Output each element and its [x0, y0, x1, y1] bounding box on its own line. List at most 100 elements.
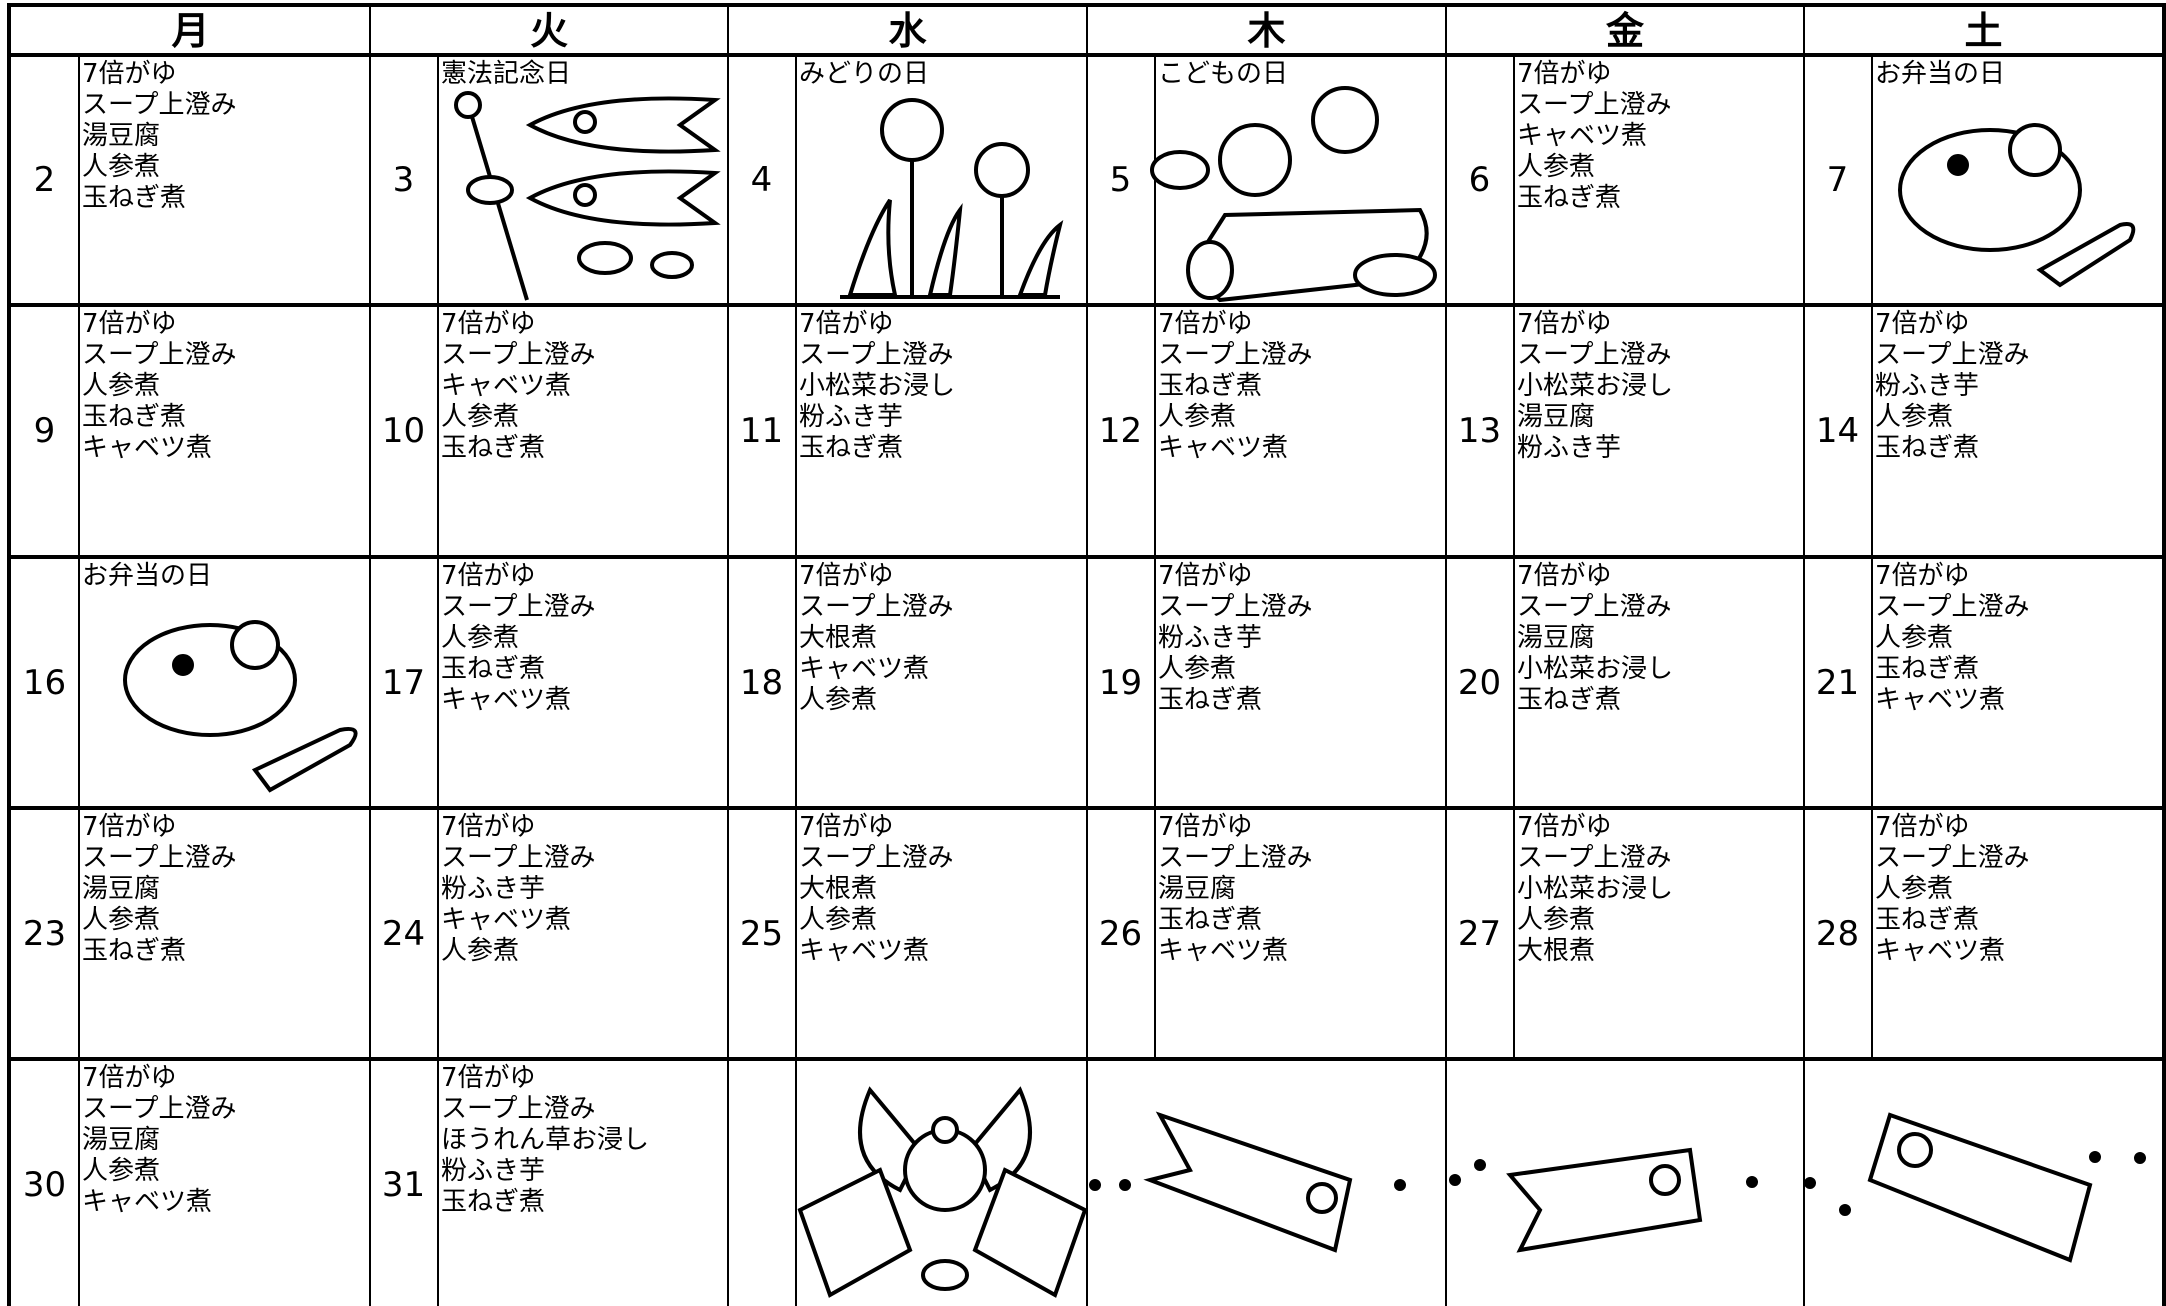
- menu-item: 粉ふき芋: [799, 402, 904, 432]
- menu-item: スープ上澄み: [82, 843, 237, 873]
- menu-item: スープ上澄み: [441, 592, 596, 622]
- menu-item: 湯豆腐: [82, 1125, 161, 1155]
- menu-item: 7倍がゆ: [441, 309, 536, 339]
- menu-item: 7倍がゆ: [1517, 561, 1612, 591]
- day-cell: 25 7倍がゆ スープ上澄み 大根煮 人参煮 キャベツ煮: [728, 810, 1087, 1057]
- menu-item: キャベツ煮: [82, 433, 213, 463]
- day-cell: 20 7倍がゆ スープ上澄み 湯豆腐 小松菜お浸し 玉ねぎ煮: [1446, 559, 1804, 806]
- day-cell: 4 みどりの日: [728, 57, 1087, 303]
- weekday-header: 月: [171, 9, 210, 53]
- menu-item: 7倍がゆ: [441, 1063, 536, 1093]
- menu-list: 7倍がゆ スープ上澄み 湯豆腐 人参煮 玉ねぎ煮: [82, 59, 236, 214]
- day-cell: 14 7倍がゆ スープ上澄み 粉ふき芋 人参煮 玉ねぎ煮: [1804, 307, 2163, 555]
- day-cell: 13 7倍がゆ スープ上澄み 小松菜お浸し 湯豆腐 粉ふき芋: [1446, 307, 1804, 555]
- menu-item: スープ上澄み: [1875, 843, 2030, 873]
- date-number: 21: [1804, 559, 1873, 806]
- day-cell: [1804, 1061, 2163, 1306]
- menu-item: 7倍がゆ: [441, 561, 536, 591]
- grid-line: [1445, 3, 1447, 1306]
- date-number: 27: [1446, 810, 1515, 1057]
- menu-item: ほうれん草お浸し: [441, 1125, 650, 1155]
- menu-list: 7倍がゆ スープ上澄み キャベツ煮 人参煮 玉ねぎ煮: [441, 309, 595, 464]
- menu-item: 人参煮: [1875, 402, 1954, 432]
- weekday-header: 水: [888, 9, 927, 53]
- menu-item: 玉ねぎ煮: [441, 433, 546, 463]
- menu-item: スープ上澄み: [1517, 843, 1672, 873]
- day-cell: 23 7倍がゆ スープ上澄み 湯豆腐 人参煮 玉ねぎ煮: [11, 810, 370, 1057]
- menu-item: 憲法記念日: [441, 59, 572, 89]
- menu-item: 人参煮: [799, 685, 878, 715]
- date-column: [728, 1061, 797, 1306]
- weekday-header: 木: [1247, 9, 1286, 53]
- menu-item: 人参煮: [82, 905, 161, 935]
- menu-item: キャベツ煮: [441, 685, 572, 715]
- grid-line: [7, 3, 11, 1306]
- day-cell: 21 7倍がゆ スープ上澄み 人参煮 玉ねぎ煮 キャベツ煮: [1804, 559, 2163, 806]
- menu-list: 7倍がゆ スープ上澄み キャベツ煮 人参煮 玉ねぎ煮: [1517, 59, 1671, 214]
- menu-item: 粉ふき芋: [441, 874, 546, 904]
- menu-item: 粉ふき芋: [441, 1156, 546, 1186]
- menu-item: 人参煮: [82, 152, 161, 182]
- menu-item: 湯豆腐: [82, 874, 161, 904]
- menu-item: お弁当の日: [82, 561, 213, 591]
- menu-list: お弁当の日: [1875, 59, 2005, 90]
- menu-item: 7倍がゆ: [82, 309, 177, 339]
- menu-item: スープ上澄み: [441, 340, 596, 370]
- date-number: 10: [370, 307, 439, 555]
- day-cell: 18 7倍がゆ スープ上澄み 大根煮 キャベツ煮 人参煮: [728, 559, 1087, 806]
- day-cell: 30 7倍がゆ スープ上澄み 湯豆腐 人参煮 キャベツ煮: [11, 1061, 370, 1306]
- grid-line: [369, 3, 371, 1306]
- menu-list: 7倍がゆ スープ上澄み 湯豆腐 人参煮 玉ねぎ煮: [82, 812, 236, 967]
- day-cell: 7 お弁当の日: [1804, 57, 2163, 303]
- menu-item: スープ上澄み: [1875, 592, 2030, 622]
- menu-item: 玉ねぎ煮: [82, 402, 187, 432]
- menu-item: スープ上澄み: [1158, 340, 1313, 370]
- menu-item: 人参煮: [1158, 402, 1237, 432]
- menu-item: 玉ねぎ煮: [1875, 905, 1980, 935]
- menu-list: こどもの日: [1158, 59, 1288, 90]
- grid-line: [1086, 3, 1088, 1306]
- menu-item: 玉ねぎ煮: [1158, 685, 1263, 715]
- menu-list: 7倍がゆ スープ上澄み 小松菜お浸し 湯豆腐 粉ふき芋: [1517, 309, 1673, 464]
- menu-item: 玉ねぎ煮: [82, 183, 187, 213]
- menu-item: 玉ねぎ煮: [1158, 371, 1263, 401]
- date-number: 31: [370, 1061, 439, 1306]
- menu-list: 7倍がゆ スープ上澄み 人参煮 玉ねぎ煮 キャベツ煮: [1875, 561, 2029, 716]
- menu-list: 憲法記念日: [441, 59, 571, 90]
- date-number: 18: [728, 559, 797, 806]
- menu-item: 7倍がゆ: [82, 812, 177, 842]
- day-cell: 2 7倍がゆ スープ上澄み 湯豆腐 人参煮 玉ねぎ煮: [11, 57, 370, 303]
- menu-item: スープ上澄み: [441, 843, 596, 873]
- grid-line: [727, 3, 729, 1306]
- menu-item: 湯豆腐: [1158, 874, 1237, 904]
- menu-item: キャベツ煮: [441, 905, 572, 935]
- menu-list: みどりの日: [799, 59, 929, 90]
- menu-item: こどもの日: [1158, 59, 1289, 89]
- grid-line: [2162, 3, 2166, 1306]
- date-number: 23: [11, 810, 80, 1057]
- day-cell: 16 お弁当の日: [11, 559, 370, 806]
- date-number: 13: [1446, 307, 1515, 555]
- grid-line: [7, 303, 2163, 307]
- menu-item: 大根煮: [799, 874, 878, 904]
- menu-item: スープ上澄み: [799, 340, 954, 370]
- menu-item: スープ上澄み: [82, 340, 237, 370]
- date-number: 14: [1804, 307, 1873, 555]
- menu-list: 7倍がゆ スープ上澄み 玉ねぎ煮 人参煮 キャベツ煮: [1158, 309, 1312, 464]
- menu-list: 7倍がゆ スープ上澄み 大根煮 キャベツ煮 人参煮: [799, 561, 953, 716]
- menu-item: スープ上澄み: [1517, 592, 1672, 622]
- day-cell: 3 憲法記念日: [370, 57, 728, 303]
- menu-item: みどりの日: [799, 59, 930, 89]
- menu-item: 7倍がゆ: [1158, 309, 1253, 339]
- day-cell: 19 7倍がゆ スープ上澄み 粉ふき芋 人参煮 玉ねぎ煮: [1087, 559, 1446, 806]
- date-number: 7: [1804, 57, 1873, 303]
- menu-item: 人参煮: [799, 905, 878, 935]
- date-number: 6: [1446, 57, 1515, 303]
- day-cell: [728, 1061, 1087, 1306]
- menu-item: 人参煮: [441, 623, 520, 653]
- menu-item: 人参煮: [82, 1156, 161, 1186]
- menu-item: 人参煮: [441, 936, 520, 966]
- menu-item: 7倍がゆ: [1875, 309, 1970, 339]
- menu-list: 7倍がゆ スープ上澄み 大根煮 人参煮 キャベツ煮: [799, 812, 953, 967]
- weekday-header: 土: [1964, 9, 2003, 53]
